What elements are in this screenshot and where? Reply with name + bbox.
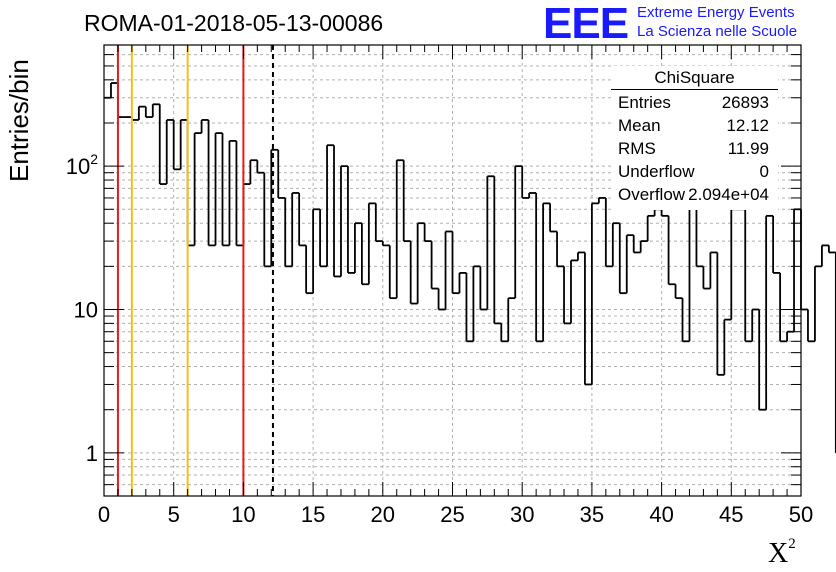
x-tick-label: 15 [301, 502, 325, 527]
x-tick-labels: 0 5 10 15 20 25 30 35 40 45 50 [98, 502, 813, 527]
y-tick-label: 1 [86, 441, 98, 466]
y-axis-label: Entries/bin [4, 59, 34, 182]
x-tick-label: 30 [510, 502, 534, 527]
stats-row-entries: Entries 26893 [618, 93, 769, 115]
y-tick-label-exp: 2 [90, 151, 98, 167]
stats-key: Entries [618, 93, 671, 112]
x-tick-label: 5 [168, 502, 180, 527]
stats-key: RMS [618, 139, 656, 158]
stats-value: 11.99 [727, 139, 769, 158]
x-axis-label: X2 [768, 536, 796, 570]
stats-value: 12.12 [726, 116, 769, 135]
stats-row-overflow: Overflow 2.094e+04 [618, 185, 769, 207]
y-tick-label: 102 [66, 151, 98, 179]
stats-box: ChiSquare Entries 26893 Mean 12.12 RMS 1… [611, 66, 778, 210]
stats-value: 2.094e+04 [688, 185, 769, 204]
y-tick-label-base: 1 [86, 441, 98, 466]
x-tick-label: 50 [789, 502, 813, 527]
logo-line-1: Extreme Energy Events [637, 4, 795, 21]
reference-lines [116, 45, 274, 496]
chart-title: ROMA-01-2018-05-13-00086 [84, 10, 384, 36]
stats-title-underline [611, 89, 778, 90]
x-tick-label: 0 [98, 502, 110, 527]
axis-ticks [103, 45, 802, 496]
stats-row-rms: RMS 11.99 [618, 139, 769, 161]
stats-key: Mean [618, 116, 661, 135]
eee-logo: EEE [543, 0, 629, 48]
stats-value: 26893 [721, 93, 769, 112]
x-tick-label: 25 [440, 502, 464, 527]
x-tick-label: 20 [371, 502, 395, 527]
stats-key: Overflow [618, 185, 686, 204]
x-tick-label: 40 [649, 502, 673, 527]
stats-row-mean: Mean 12.12 [618, 116, 769, 138]
logo-line-2: La Scienza nelle Scuole [637, 23, 798, 40]
x-axis-label-base: X [768, 538, 789, 569]
stats-row-underflow: Underflow 0 [618, 162, 769, 184]
y-tick-label-base: 10 [74, 297, 98, 322]
x-axis-label-sup: 2 [788, 536, 796, 552]
y-tick-label: 10 [74, 297, 98, 322]
stats-title: ChiSquare [654, 68, 735, 87]
x-tick-label: 10 [231, 502, 255, 527]
x-tick-label: 45 [719, 502, 743, 527]
grid-lines [104, 45, 801, 496]
stats-box-frame [611, 66, 778, 210]
x-tick-label: 35 [580, 502, 604, 527]
y-tick-label-base: 10 [66, 154, 90, 179]
stats-value: 0 [759, 162, 769, 181]
stats-key: Underflow [618, 162, 695, 181]
